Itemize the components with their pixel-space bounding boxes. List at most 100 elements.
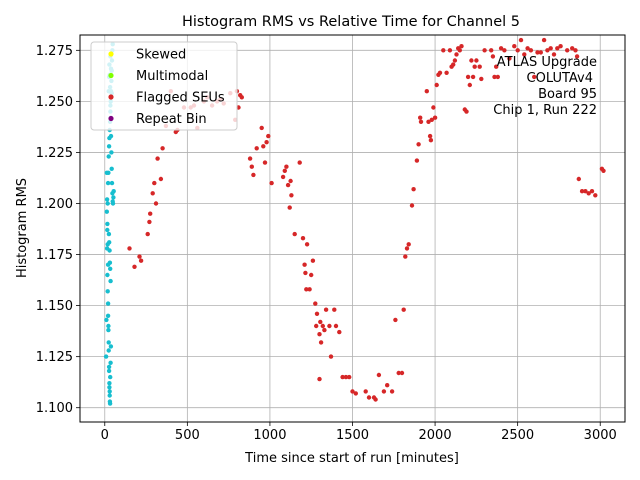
data-point [515, 48, 520, 53]
data-point [148, 211, 153, 216]
data-point [262, 160, 268, 165]
data-point [297, 160, 302, 165]
data-point [434, 82, 439, 88]
data-point [106, 323, 111, 329]
data-point [409, 203, 415, 208]
data-point [108, 278, 113, 284]
data-point [429, 117, 434, 123]
data-point [104, 209, 110, 214]
data-point [108, 266, 113, 271]
data-point [314, 311, 320, 316]
data-point [467, 82, 472, 88]
data-point [111, 195, 116, 200]
data-point [555, 46, 560, 51]
data-point [107, 385, 112, 390]
data-points [103, 37, 606, 406]
data-point [152, 180, 157, 186]
data-point [105, 301, 111, 306]
data-point [494, 64, 499, 69]
data-point [304, 287, 309, 292]
data-point [404, 246, 410, 251]
data-point [107, 381, 112, 386]
data-point [403, 254, 408, 259]
data-point [490, 54, 496, 59]
data-point [310, 258, 316, 263]
data-point [127, 246, 132, 251]
data-point [292, 231, 297, 237]
data-point [111, 189, 116, 194]
data-point [106, 154, 111, 159]
axis-ticks: 0 500 1000 1500 2000 2500 3000 1.100 1.125 1.150 1… [36, 44, 617, 443]
data-point [399, 370, 405, 376]
legend-marker [108, 72, 114, 79]
legend-marker [108, 115, 114, 122]
data-point [266, 133, 271, 139]
data-point [579, 189, 585, 194]
data-point [518, 37, 524, 43]
data-point [502, 48, 507, 53]
x-tick-label: 2000 [419, 428, 452, 443]
data-point [323, 307, 329, 312]
data-point [264, 140, 269, 145]
data-point [150, 191, 155, 196]
data-point [474, 58, 479, 63]
data-point [565, 48, 570, 53]
legend-label: Flagged SEUs [136, 91, 225, 106]
data-point [304, 242, 310, 247]
data-point [469, 58, 474, 63]
data-point [320, 323, 325, 329]
data-point [104, 317, 109, 323]
data-point [107, 401, 113, 406]
data-point [318, 319, 323, 325]
data-point [160, 146, 165, 151]
data-point [548, 46, 553, 51]
data-point [428, 138, 434, 143]
data-point [239, 95, 244, 100]
data-point [158, 176, 164, 182]
data-point [366, 395, 372, 400]
data-point [545, 48, 550, 53]
data-point [528, 48, 534, 53]
data-point [427, 133, 433, 139]
data-point [538, 50, 543, 55]
data-point [418, 119, 424, 125]
y-tick-label: 1.125 [36, 350, 73, 365]
y-tick-label: 1.200 [36, 197, 73, 212]
data-point [105, 242, 110, 247]
data-point [317, 332, 322, 337]
data-point [437, 70, 443, 76]
data-point [512, 44, 517, 49]
data-point [328, 354, 334, 359]
x-tick-label: 1000 [253, 428, 286, 443]
data-point [300, 236, 306, 241]
data-point [137, 254, 142, 259]
data-point [109, 180, 115, 186]
data-point [138, 258, 144, 263]
data-point [574, 54, 580, 59]
x-tick-label: 0 [101, 428, 109, 443]
data-point [525, 46, 530, 51]
data-point [381, 389, 387, 394]
data-point [108, 344, 114, 349]
data-point [104, 170, 110, 175]
data-point [337, 329, 342, 335]
data-point [317, 376, 322, 382]
data-point [105, 201, 110, 206]
data-point [340, 374, 345, 380]
data-point [288, 178, 293, 184]
data-point [431, 105, 436, 110]
data-point [454, 52, 459, 57]
grid-layer [80, 35, 625, 422]
data-point [470, 74, 476, 80]
data-point [411, 187, 416, 192]
data-point [489, 48, 494, 53]
data-point [105, 289, 110, 294]
data-point [313, 301, 318, 306]
data-point [322, 327, 327, 333]
legend-marker [108, 51, 114, 57]
data-point [495, 74, 500, 80]
y-axis-label: Histogram RMS [15, 178, 30, 278]
data-point [269, 180, 274, 186]
data-point [385, 383, 390, 388]
